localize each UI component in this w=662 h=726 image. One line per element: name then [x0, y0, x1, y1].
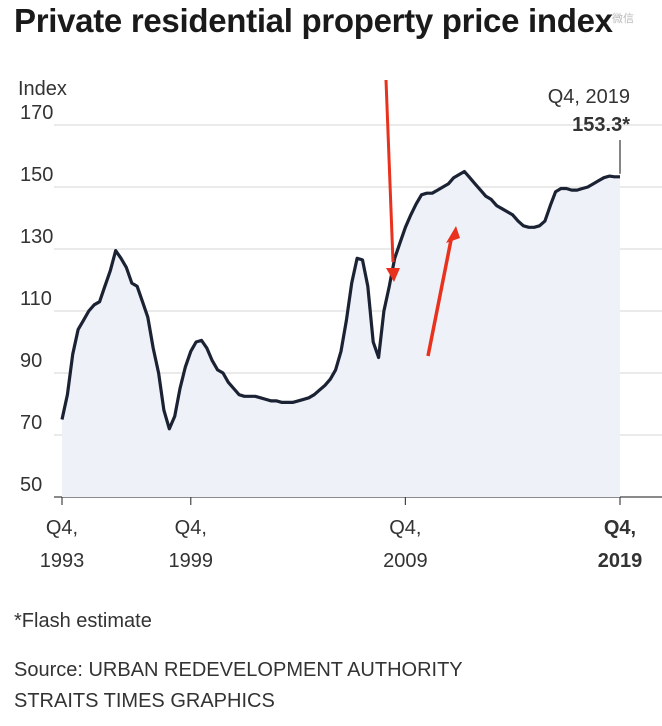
- y-tick-label: 110: [20, 288, 52, 310]
- annotation-arrows: [384, 79, 460, 357]
- x-tick-labels: Q4, 1993 Q4, 1999 Q4, 2009 Q4, 2019: [40, 497, 643, 572]
- x-tick-label-line1: Q4,: [175, 517, 207, 539]
- arrow-down-head: [386, 268, 400, 282]
- x-tick-label-line2: 2009: [383, 550, 428, 572]
- area-fill: [62, 171, 620, 497]
- source-line-2: STRAITS TIMES GRAPHICS: [14, 690, 275, 712]
- y-tick-label: 150: [20, 164, 53, 186]
- arrow-up-head: [446, 226, 460, 243]
- y-tick-label: 50: [20, 474, 42, 496]
- y-tick-label: 90: [20, 350, 42, 372]
- annotation-value: 153.3*: [572, 114, 630, 136]
- x-tick-label-line1: Q4,: [46, 517, 78, 539]
- arrow-down-shaft: [384, 79, 395, 263]
- y-axis-label: Index: [18, 78, 67, 100]
- footnote: *Flash estimate: [14, 610, 152, 632]
- x-tick-label-line2: 1993: [40, 550, 85, 572]
- annotation: Q4, 2019 153.3*: [548, 86, 630, 174]
- y-tick-label: 70: [20, 412, 42, 434]
- x-tick-label-line1: Q4,: [389, 517, 421, 539]
- watermark: 微信: [612, 12, 634, 25]
- chart-title: Private residential property price index: [14, 2, 613, 39]
- data-line: [60, 169, 620, 431]
- chart-svg: 50 70 90 110 130 150 170 Q4, 1993 Q4, 1999 Q4, 2009…: [18, 78, 662, 572]
- source-line-1: Source: URBAN REDEVELOPMENT AUTHORITY: [14, 659, 463, 681]
- x-tick-label-line2: 1999: [169, 550, 214, 572]
- y-tick-label: 170: [20, 102, 53, 124]
- x-tick-label-line1: Q4,: [604, 517, 636, 539]
- annotation-label: Q4, 2019: [548, 86, 630, 108]
- x-tick-label-line2: 2019: [598, 550, 643, 572]
- y-tick-labels: 50 70 90 110 130 150 170: [20, 102, 53, 496]
- arrow-up-shaft: [426, 239, 453, 357]
- y-tick-label: 130: [20, 226, 53, 248]
